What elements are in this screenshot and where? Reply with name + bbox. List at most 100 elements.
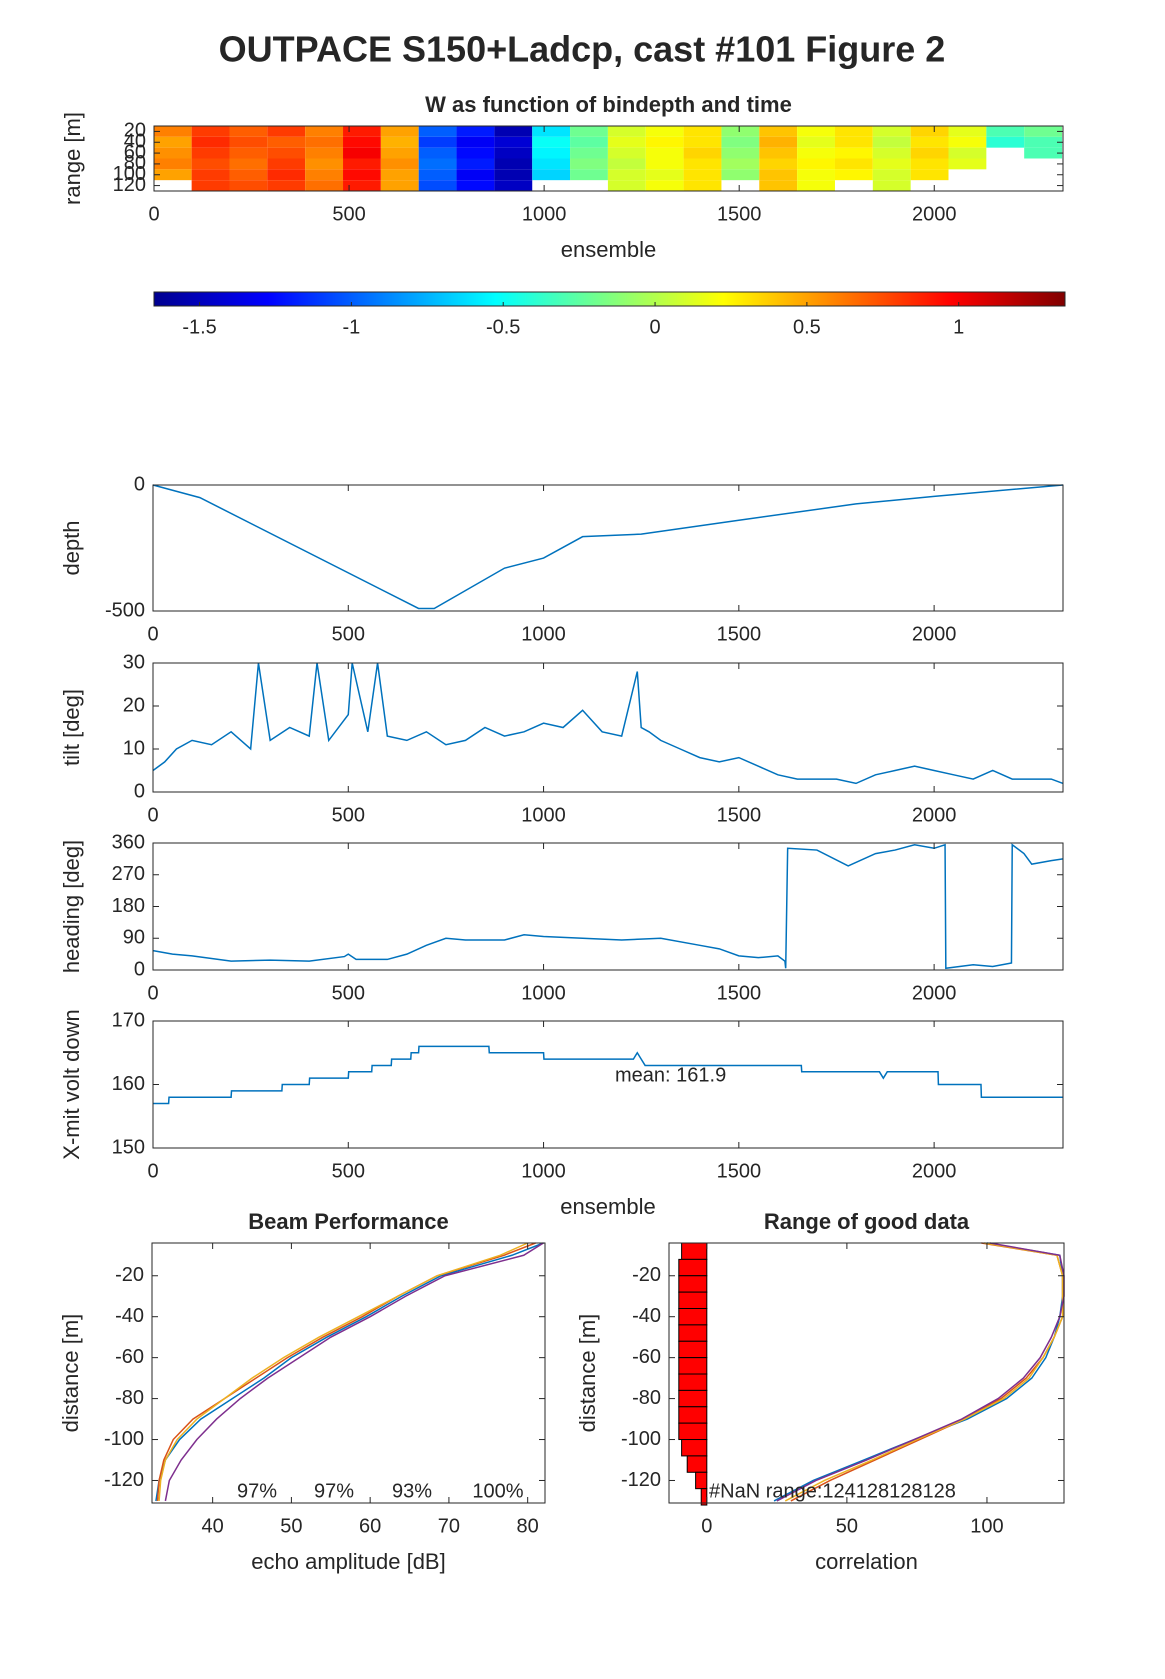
axes-box bbox=[152, 484, 1064, 612]
heatmap-cell bbox=[494, 126, 533, 137]
heatmap-cell bbox=[267, 126, 306, 137]
y-tick-label: 270 bbox=[112, 863, 145, 885]
y-tick-label: 180 bbox=[112, 895, 145, 917]
heatmap-cell bbox=[456, 180, 495, 191]
colorbar-tick-label: -1 bbox=[342, 316, 360, 338]
axes-box bbox=[153, 125, 1064, 192]
heatmap-cell bbox=[154, 147, 192, 159]
heatmap-cell bbox=[1024, 136, 1063, 148]
heatmap-cell bbox=[229, 169, 268, 181]
y-tick-label: -80 bbox=[632, 1387, 661, 1409]
heatmap-cell bbox=[872, 169, 911, 181]
heatmap-cell bbox=[834, 169, 873, 181]
x-tick-label: 2000 bbox=[912, 623, 957, 645]
heatmap-cell bbox=[607, 169, 646, 181]
y-tick-label: -20 bbox=[115, 1264, 144, 1286]
profile-line bbox=[156, 1242, 536, 1502]
heatmap-cell bbox=[418, 126, 457, 137]
heatmap-cell bbox=[721, 147, 760, 159]
y-axis-label: distance [m] bbox=[58, 1314, 83, 1433]
heatmap-cell bbox=[343, 126, 381, 137]
heatmap-cell bbox=[191, 136, 230, 148]
y-tick-label: 150 bbox=[112, 1136, 145, 1158]
heatmap-cell bbox=[343, 169, 381, 181]
heatmap-cell bbox=[494, 158, 533, 170]
heatmap-cell bbox=[645, 169, 684, 181]
heatmap-cell bbox=[607, 180, 646, 191]
y-tick-label: -20 bbox=[632, 1264, 661, 1286]
heatmap-cell bbox=[570, 126, 608, 137]
y-axis-label: range [m] bbox=[60, 112, 85, 205]
nan-bar bbox=[686, 1455, 708, 1473]
heatmap-cell bbox=[380, 126, 419, 137]
axes-title: W as function of bindepth and time bbox=[425, 92, 792, 117]
heatmap-cell bbox=[305, 158, 344, 170]
x-tick-label: 0 bbox=[147, 1160, 158, 1182]
heatmap-cell bbox=[229, 147, 268, 159]
y-tick-label: -100 bbox=[104, 1428, 144, 1450]
heatmap-cell bbox=[948, 136, 987, 148]
heatmap-cell bbox=[797, 126, 835, 137]
heatmap-cell bbox=[154, 126, 192, 137]
axes-title: Range of good data bbox=[764, 1209, 970, 1234]
series-line bbox=[152, 662, 1064, 785]
y-tick-label: 170 bbox=[112, 1009, 145, 1031]
x-tick-label: 1500 bbox=[717, 1160, 762, 1182]
heatmap-cell bbox=[532, 158, 571, 170]
nan-bar bbox=[695, 1471, 708, 1490]
nan-bar bbox=[678, 1275, 708, 1293]
heatmap-cell bbox=[683, 126, 722, 137]
y-tick-label: -500 bbox=[105, 599, 145, 621]
heatmap-cell bbox=[759, 169, 798, 181]
y-tick-label: 100 bbox=[113, 163, 146, 185]
heatmap-cell bbox=[570, 158, 608, 170]
heatmap-cell bbox=[267, 180, 306, 191]
x-tick-label: 60 bbox=[359, 1515, 381, 1537]
annotation: #NaN range:124128128128 bbox=[709, 1480, 956, 1502]
x-tick-label: 2000 bbox=[912, 203, 957, 225]
heatmap-cell bbox=[343, 147, 381, 159]
x-tick-label: 500 bbox=[332, 203, 365, 225]
x-tick-label: 0 bbox=[147, 623, 158, 645]
x-axis-label: ensemble bbox=[561, 237, 656, 262]
heatmap-cell bbox=[645, 136, 684, 148]
heatmap-cell bbox=[607, 147, 646, 159]
heatmap-cell bbox=[418, 136, 457, 148]
heatmap-cell bbox=[229, 158, 268, 170]
heatmap-cell bbox=[154, 158, 192, 170]
heatmap-cell bbox=[797, 180, 835, 191]
heatmap-cell bbox=[494, 169, 533, 181]
x-tick-label: 2000 bbox=[912, 1160, 957, 1182]
annotation: 97% bbox=[237, 1480, 277, 1502]
heatmap-cell bbox=[456, 169, 495, 181]
heatmap-cell bbox=[494, 180, 533, 191]
x-tick-label: 40 bbox=[202, 1515, 224, 1537]
heatmap-cell bbox=[305, 126, 344, 137]
profile-line bbox=[773, 1242, 1064, 1502]
heatmap-cell bbox=[191, 147, 230, 159]
heatmap-cell bbox=[986, 126, 1025, 137]
y-axis-label: heading [deg] bbox=[59, 840, 84, 973]
series-line bbox=[152, 484, 1064, 610]
y-tick-label: 160 bbox=[112, 1073, 145, 1095]
y-tick-label: -100 bbox=[621, 1428, 661, 1450]
annotation: 93% bbox=[392, 1480, 432, 1502]
x-tick-label: 500 bbox=[332, 982, 365, 1004]
heatmap-cell bbox=[834, 158, 873, 170]
heatmap-cell bbox=[494, 136, 533, 148]
heatmap-cell bbox=[948, 158, 987, 170]
y-tick-label: -40 bbox=[115, 1305, 144, 1327]
nan-bar bbox=[678, 1258, 708, 1277]
y-axis-label: depth bbox=[59, 520, 84, 575]
heatmap-cell bbox=[191, 126, 230, 137]
heatmap-cell bbox=[645, 158, 684, 170]
x-tick-label: 500 bbox=[332, 1160, 365, 1182]
heatmap-cell bbox=[532, 136, 571, 148]
y-tick-label: 40 bbox=[124, 131, 146, 153]
heatmap-cell bbox=[797, 147, 835, 159]
heatmap-cell bbox=[683, 169, 722, 181]
heatmap-cell bbox=[948, 147, 987, 159]
heatmap-cell bbox=[986, 136, 1025, 148]
axes-box bbox=[152, 662, 1064, 793]
heatmap-cell bbox=[494, 147, 533, 159]
